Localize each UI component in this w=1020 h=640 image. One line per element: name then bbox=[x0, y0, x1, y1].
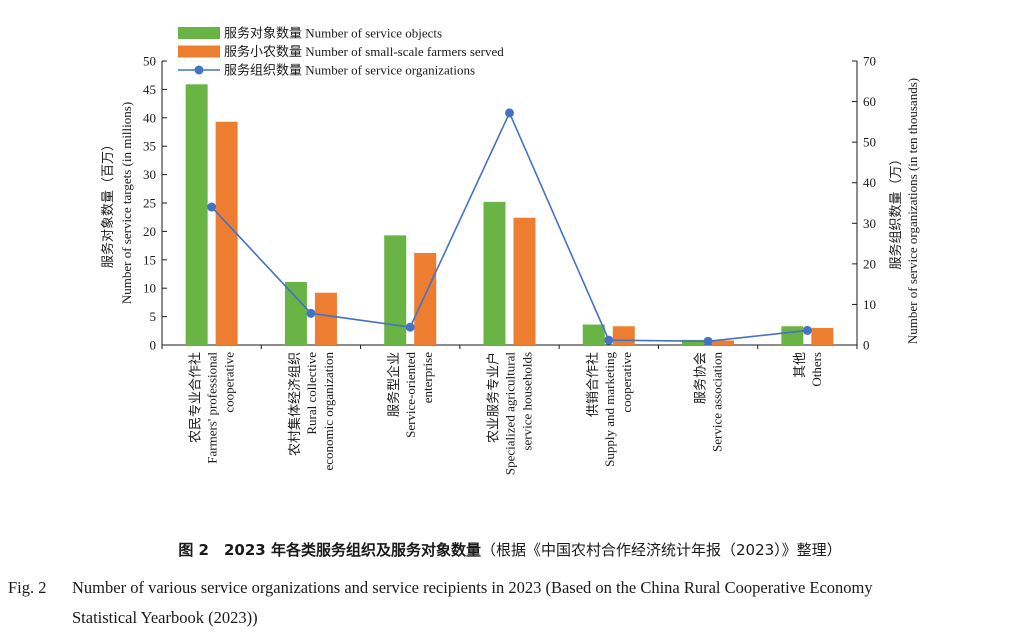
category-label-en: service households bbox=[520, 352, 535, 451]
left-tick-label: 50 bbox=[143, 54, 156, 69]
figure-label-cn: 图 2 bbox=[178, 541, 209, 559]
bar-service-objects bbox=[185, 84, 208, 346]
legend-swatch-small-farmers bbox=[178, 45, 220, 58]
bar-service-objects bbox=[781, 326, 804, 345]
left-tick-label: 0 bbox=[150, 338, 157, 353]
left-axis-title-cn: 服务对象数量（百万） bbox=[100, 138, 115, 268]
category-label-en: Service association bbox=[710, 352, 725, 452]
category-label-en: Specialized agricultural bbox=[503, 352, 518, 475]
category-label-en: enterprise bbox=[420, 352, 435, 403]
category-label-cn: 供销合作社 bbox=[585, 352, 600, 417]
bar-small-farmers bbox=[314, 292, 337, 345]
legend-entry: 服务对象数量 Number of service objects bbox=[224, 26, 442, 41]
right-axis-title-cn: 服务组织数量（万） bbox=[888, 152, 903, 269]
figure-title-en-line2: Statistical Yearbook (2023)) bbox=[72, 608, 258, 627]
line-point-service-organizations bbox=[802, 325, 812, 335]
legend-entry: 服务小农数量 Number of small-scale farmers ser… bbox=[224, 44, 504, 59]
left-tick-label: 40 bbox=[143, 110, 156, 125]
bar-service-objects bbox=[384, 235, 407, 345]
right-tick-label: 70 bbox=[863, 54, 876, 69]
left-tick-label: 45 bbox=[143, 82, 156, 97]
figure-title-cn: 2023 年各类服务组织及服务对象数量 bbox=[224, 541, 481, 559]
bar-small-farmers bbox=[215, 121, 238, 345]
bar-small-farmers bbox=[811, 327, 834, 345]
left-tick-label: 10 bbox=[143, 281, 156, 296]
right-tick-label: 30 bbox=[863, 216, 876, 231]
bar-service-objects bbox=[284, 281, 307, 345]
category-label-en: economic organization bbox=[321, 352, 336, 471]
bar-small-farmers bbox=[612, 326, 635, 345]
category-label-cn: 其他 bbox=[792, 352, 807, 378]
right-tick-label: 20 bbox=[863, 256, 876, 271]
line-point-service-organizations bbox=[306, 308, 316, 318]
left-axis-title-en: Number of service targets (in millions) bbox=[119, 102, 134, 304]
category-label-en: Supply and marketing bbox=[602, 352, 617, 467]
right-tick-label: 60 bbox=[863, 94, 876, 109]
bar-service-objects bbox=[682, 339, 705, 345]
figure-title-en-line1: Number of various service organizations … bbox=[72, 578, 873, 597]
right-tick-label: 40 bbox=[863, 175, 876, 190]
category-label-cn: 服务协会 bbox=[693, 352, 708, 404]
figure-source-note-cn: （根据《中国农村合作经济统计年报（2023）》整理） bbox=[480, 541, 842, 559]
bar-service-objects bbox=[483, 201, 506, 345]
left-tick-label: 20 bbox=[143, 224, 156, 239]
right-tick-label: 10 bbox=[863, 297, 876, 312]
legend-entry: 服务组织数量 Number of service organizations bbox=[224, 63, 475, 78]
category-label-cn: 农业服务专业户 bbox=[486, 352, 501, 443]
line-point-service-organizations bbox=[703, 336, 713, 346]
figure-label-en: Fig. 2 bbox=[8, 578, 47, 597]
combo-chart: 0 5 10 15 20 25 30 35 40 45 50 0 10 20 30 40 50 60 70 服务对象数… bbox=[100, 26, 920, 476]
line-point-service-organizations bbox=[207, 202, 217, 212]
right-axis-title-en: Number of service organizations (in ten … bbox=[905, 78, 920, 344]
category-label-en: Service-oriented bbox=[403, 352, 418, 438]
category-label-en: Others bbox=[809, 352, 824, 387]
bar-small-farmers bbox=[712, 340, 735, 345]
line-point-service-organizations bbox=[604, 335, 614, 345]
figure-caption-chinese: 图 2 2023 年各类服务组织及服务对象数量（根据《中国农村合作经济统计年报（… bbox=[0, 539, 1020, 560]
legend-swatch-service-objects bbox=[178, 27, 220, 39]
category-label-cn: 农村集体经济组织 bbox=[287, 352, 302, 456]
line-point-service-organizations bbox=[505, 108, 514, 118]
right-tick-label: 0 bbox=[863, 338, 870, 353]
right-tick-label: 50 bbox=[863, 135, 876, 150]
category-label-cn: 服务型企业 bbox=[386, 352, 401, 417]
left-tick-label: 25 bbox=[143, 196, 156, 211]
category-label-en: cooperative bbox=[222, 352, 237, 413]
left-tick-label: 15 bbox=[143, 252, 156, 267]
legend-swatch-marker bbox=[194, 65, 204, 75]
line-point-service-organizations bbox=[405, 322, 415, 332]
bar-service-objects bbox=[582, 324, 605, 345]
category-label-en: Farmers' professional bbox=[205, 352, 220, 464]
category-label-en: cooperative bbox=[619, 352, 634, 413]
left-tick-label: 30 bbox=[143, 167, 156, 182]
bar-small-farmers bbox=[513, 217, 536, 345]
left-tick-label: 35 bbox=[143, 139, 156, 154]
category-label-cn: 农民专业合作社 bbox=[188, 352, 203, 443]
category-label-en: Rural collective bbox=[304, 352, 319, 435]
left-tick-label: 5 bbox=[150, 309, 157, 324]
figure-caption-english: Fig. 2 Number of various service organiza… bbox=[8, 573, 1014, 633]
bar-small-farmers bbox=[414, 252, 437, 345]
